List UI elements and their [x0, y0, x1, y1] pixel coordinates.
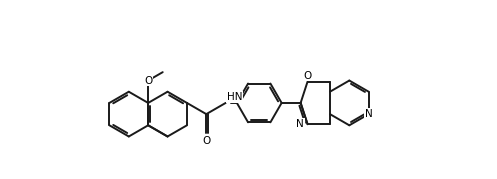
Text: O: O: [202, 137, 210, 146]
Text: N: N: [296, 119, 304, 129]
Text: N: N: [365, 109, 373, 119]
Text: O: O: [144, 76, 152, 86]
Text: HN: HN: [227, 92, 243, 102]
Text: O: O: [304, 71, 312, 81]
